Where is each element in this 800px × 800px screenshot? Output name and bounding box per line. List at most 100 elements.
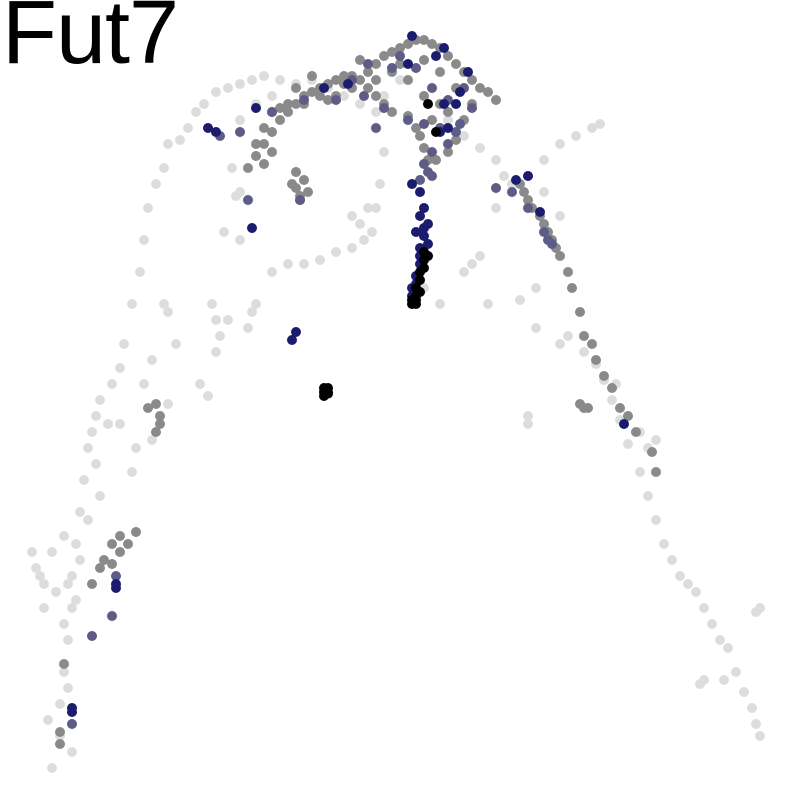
- data-point: [243, 323, 253, 333]
- data-point: [607, 383, 617, 393]
- data-point: [455, 87, 465, 97]
- data-point: [175, 135, 185, 145]
- data-point: [343, 79, 353, 89]
- data-point: [751, 719, 761, 729]
- data-point: [67, 719, 77, 729]
- data-point: [39, 603, 49, 613]
- data-point: [535, 207, 545, 217]
- data-point: [695, 679, 705, 689]
- data-point: [107, 559, 117, 569]
- data-point: [103, 419, 113, 429]
- data-point: [623, 411, 633, 421]
- data-point: [539, 227, 549, 237]
- data-point: [419, 263, 429, 273]
- data-point: [207, 299, 217, 309]
- data-point: [283, 107, 293, 117]
- data-point: [575, 307, 585, 317]
- data-point: [739, 687, 749, 697]
- data-point: [443, 115, 453, 125]
- data-point: [267, 91, 277, 101]
- data-point: [123, 539, 133, 549]
- data-point: [411, 227, 421, 237]
- data-point: [131, 443, 141, 453]
- data-point: [203, 391, 213, 401]
- data-point: [107, 611, 117, 621]
- data-point: [47, 547, 57, 557]
- data-point: [247, 223, 257, 233]
- data-point: [55, 699, 65, 709]
- data-point: [539, 187, 549, 197]
- data-point: [419, 35, 429, 45]
- data-point: [467, 259, 477, 269]
- data-point: [223, 315, 233, 325]
- data-point: [723, 643, 733, 653]
- data-point: [635, 467, 645, 477]
- data-point: [523, 195, 533, 205]
- data-point: [407, 179, 417, 189]
- data-point: [163, 307, 173, 317]
- data-point: [403, 59, 413, 69]
- data-point: [595, 119, 605, 129]
- data-point: [431, 51, 441, 61]
- data-point: [415, 175, 425, 185]
- data-point: [363, 67, 373, 77]
- data-point: [519, 187, 529, 197]
- data-point: [199, 99, 209, 109]
- data-point: [475, 251, 485, 261]
- data-point: [415, 287, 425, 297]
- data-point: [439, 43, 449, 53]
- data-point: [211, 87, 221, 97]
- data-point: [267, 147, 277, 157]
- data-point: [283, 99, 293, 109]
- data-point: [619, 419, 629, 429]
- data-point: [299, 175, 309, 185]
- data-point: [583, 403, 593, 413]
- data-point: [423, 239, 433, 249]
- data-point: [507, 187, 517, 197]
- data-point: [151, 399, 161, 409]
- data-point: [371, 75, 381, 85]
- data-point: [319, 83, 329, 93]
- data-point: [579, 331, 589, 341]
- data-point: [419, 231, 429, 241]
- data-point: [211, 347, 221, 357]
- data-point: [163, 139, 173, 149]
- data-point: [51, 587, 61, 597]
- data-point: [235, 79, 245, 89]
- data-point: [483, 299, 493, 309]
- data-point: [339, 71, 349, 81]
- data-point: [523, 419, 533, 429]
- data-point: [267, 267, 277, 277]
- data-point: [415, 211, 425, 221]
- data-point: [379, 91, 389, 101]
- data-point: [647, 447, 657, 457]
- data-point: [371, 91, 381, 101]
- data-point: [91, 459, 101, 469]
- data-point: [531, 283, 541, 293]
- data-point: [387, 47, 397, 57]
- data-point: [95, 395, 105, 405]
- data-point: [379, 51, 389, 61]
- data-point: [147, 355, 157, 365]
- data-point: [419, 203, 429, 213]
- data-point: [303, 187, 313, 197]
- data-point: [431, 127, 441, 137]
- data-point: [247, 75, 257, 85]
- data-point: [323, 95, 333, 105]
- data-point: [419, 247, 429, 257]
- data-point: [315, 255, 325, 265]
- data-point: [63, 683, 73, 693]
- data-point: [323, 388, 333, 399]
- data-point: [211, 127, 221, 137]
- data-point: [419, 55, 429, 65]
- data-point: [719, 675, 729, 685]
- data-point: [427, 147, 437, 157]
- data-point: [355, 219, 365, 229]
- data-point: [387, 63, 397, 73]
- data-point: [411, 295, 421, 305]
- data-point: [59, 531, 69, 541]
- data-point: [443, 51, 453, 61]
- data-point: [707, 619, 717, 629]
- data-point: [63, 579, 73, 589]
- data-point: [283, 259, 293, 269]
